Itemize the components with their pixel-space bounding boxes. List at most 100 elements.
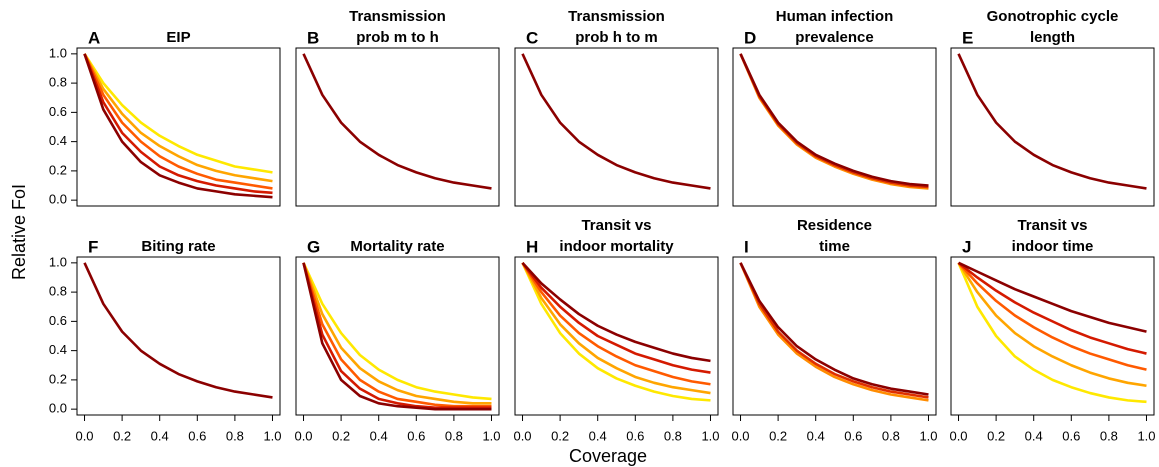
panel-letter: A (88, 28, 100, 47)
panel-frame (76, 47, 281, 207)
panel-title: Transit vs (581, 217, 651, 234)
series-line (83, 53, 273, 199)
panel-title: Transit vs (1017, 217, 1087, 234)
x-tick-label: 0.0 (294, 428, 312, 443)
panel-title: time (819, 238, 850, 255)
panel-title: Gonotrophic cycle (987, 8, 1119, 25)
y-tick-label: 1.0 (49, 45, 67, 60)
x-tick-label: 0.8 (664, 428, 682, 443)
x-tick-label: 0.8 (1100, 428, 1118, 443)
series-line (83, 53, 273, 190)
series-line (957, 262, 1147, 404)
x-tick-label: 0.6 (626, 428, 644, 443)
y-tick-label: 0.6 (49, 104, 67, 119)
x-tick-label: 0.4 (807, 428, 825, 443)
panel-title: Human infection (776, 8, 894, 25)
x-tick-label: 0.4 (370, 428, 388, 443)
series-line (739, 262, 929, 402)
panel-letter: D (744, 28, 756, 47)
y-tick-label: 0.8 (49, 75, 67, 90)
x-tick-label: 1.0 (701, 428, 719, 443)
series-line (521, 53, 711, 190)
panel-title: Biting rate (141, 238, 215, 255)
series-line (302, 262, 492, 405)
panel-frame (514, 47, 719, 207)
panel-letter: B (307, 28, 319, 47)
panel-frame (295, 47, 500, 207)
series-line (83, 53, 273, 195)
y-tick-label: 0.2 (49, 162, 67, 177)
x-tick-label: 0.6 (1062, 428, 1080, 443)
x-tick-label: 1.0 (1137, 428, 1155, 443)
series-line (302, 262, 492, 408)
panel-letter: I (744, 237, 749, 256)
y-tick-label: 0.6 (49, 313, 67, 328)
series-line (83, 53, 273, 174)
series-line (521, 261, 711, 363)
x-tick-label: 0.2 (987, 428, 1005, 443)
panel-title: Transmission (568, 8, 665, 25)
panel-frame (950, 256, 1155, 416)
panel-title: prevalence (795, 29, 873, 46)
series-line (83, 262, 273, 399)
panel-letter: J (962, 237, 971, 256)
series-line (957, 261, 1147, 355)
panel-frame (514, 256, 719, 416)
y-tick-label: 0.4 (49, 342, 67, 357)
series-line (302, 262, 492, 401)
series-line (302, 53, 492, 190)
x-tick-label: 0.0 (513, 428, 531, 443)
x-tick-label: 0.6 (844, 428, 862, 443)
panel-frame (295, 256, 500, 416)
y-tick-label: 1.0 (49, 254, 67, 269)
series-line (739, 262, 929, 396)
x-tick-label: 0.0 (731, 428, 749, 443)
y-tick-label: 0.0 (49, 192, 67, 207)
panel-title: length (1030, 29, 1075, 46)
x-tick-label: 1.0 (482, 428, 500, 443)
panel-frame (732, 256, 937, 416)
series-line (521, 262, 711, 395)
panel-title: indoor mortality (559, 238, 674, 255)
y-tick-label: 0.0 (49, 401, 67, 416)
panel-title: prob h to m (575, 29, 658, 46)
panel-letter: G (307, 237, 320, 256)
series-line (302, 262, 492, 411)
x-tick-label: 0.4 (151, 428, 169, 443)
x-tick-label: 0.2 (769, 428, 787, 443)
panel-title: prob m to h (356, 29, 439, 46)
y-tick-label: 0.2 (49, 371, 67, 386)
x-tick-label: 0.8 (445, 428, 463, 443)
panel-letter: E (962, 28, 973, 47)
panel-letter: H (526, 237, 538, 256)
series-line (739, 53, 929, 187)
panel-title: EIP (166, 29, 190, 46)
x-tick-label: 0.2 (332, 428, 350, 443)
series-line (957, 261, 1147, 333)
series-line (521, 262, 711, 386)
series-line (83, 53, 273, 183)
panel-title: indoor time (1012, 238, 1094, 255)
panel-frame (732, 47, 937, 207)
series-line (521, 262, 711, 374)
series-line (521, 262, 711, 402)
x-tick-label: 0.6 (188, 428, 206, 443)
x-tick-label: 0.2 (551, 428, 569, 443)
y-tick-label: 0.4 (49, 133, 67, 148)
panel-frame (950, 47, 1155, 207)
x-tick-label: 0.4 (589, 428, 607, 443)
panel-frame (76, 256, 281, 416)
x-tick-label: 1.0 (919, 428, 937, 443)
panel-title: Residence (797, 217, 872, 234)
series-line (957, 261, 1147, 371)
x-tick-label: 0.2 (113, 428, 131, 443)
x-tick-label: 0.8 (226, 428, 244, 443)
panel-title: Transmission (349, 8, 446, 25)
x-tick-label: 0.6 (407, 428, 425, 443)
panel-letter: F (88, 237, 98, 256)
panel-letter: C (526, 28, 538, 47)
x-tick-label: 0.8 (882, 428, 900, 443)
series-line (957, 262, 1147, 388)
x-tick-label: 0.0 (75, 428, 93, 443)
